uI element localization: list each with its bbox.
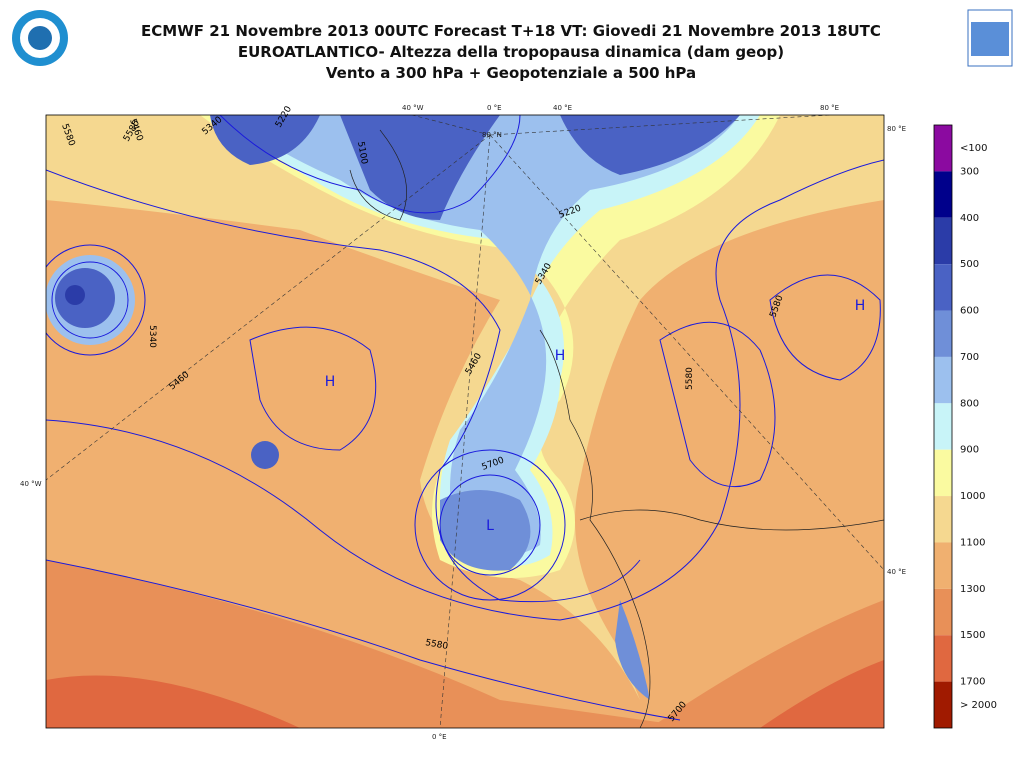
colorbar-bin [934,125,952,172]
coord-label: 40 °E [553,104,572,112]
map [45,114,885,729]
colorbar-label: 700 [960,352,979,363]
colorbar-label: 300 [960,166,979,177]
title-line: EUROATLANTICO- Altezza della tropopausa … [238,43,784,61]
coord-label: 0 °E [432,733,447,741]
colorbar-bin [934,449,952,497]
colorbar-label: 400 [960,213,979,224]
colorbar-label: 1500 [960,630,985,641]
coord-label: 0 °E [487,104,502,112]
colorbar-bin [934,588,952,636]
colorbar-frame [933,124,953,729]
colorbar-bin [934,171,952,218]
pressure-center: H [855,298,866,314]
contour-label: 5580 [424,638,449,652]
coord-label: 40 °E [887,568,906,576]
title-line: ECMWF 21 Novembre 2013 00UTC Forecast T+… [141,22,881,40]
colorbar-label: 900 [960,445,979,456]
contour-label: 5100 [355,141,369,166]
logo-right [967,9,1013,67]
coord-label: 80 °E [820,104,839,112]
colorbar-bin [934,217,952,265]
colorbar-bin [934,356,952,404]
contour-label: 5340 [147,325,157,348]
colorbar-label: 600 [960,306,979,317]
colorbar-label: 1300 [960,584,985,595]
colorbar-label: <100 [960,143,987,154]
colorbar-bin [934,264,952,311]
coord-label: 40 °W [20,480,42,488]
colorbar-bin [934,310,952,357]
coord-label: 80 °E [887,125,906,133]
colorbar-label: 800 [960,398,979,409]
pressure-center: H [555,348,566,364]
logo-left [12,10,68,66]
title-line: Vento a 300 hPa + Geopotenziale a 500 hP… [326,64,696,82]
colorbar-label: > 2000 [960,700,997,711]
colorbar-label: 1100 [960,537,985,548]
colorbar-bin [934,681,952,728]
colorbar-bin [934,635,952,682]
coord-label: 40 °W [402,104,424,112]
colorbar-bin [934,496,952,543]
coord-label: 80 °N [482,131,502,139]
colorbar-label: 500 [960,259,979,270]
pressure-center: L [486,518,494,534]
colorbar-label: 1000 [960,491,985,502]
colorbar-bin [934,542,952,589]
colorbar-bin [934,403,952,450]
colorbar-label: 1700 [960,677,985,688]
pressure-center: H [325,374,336,390]
contour-label: 5580 [685,367,695,390]
